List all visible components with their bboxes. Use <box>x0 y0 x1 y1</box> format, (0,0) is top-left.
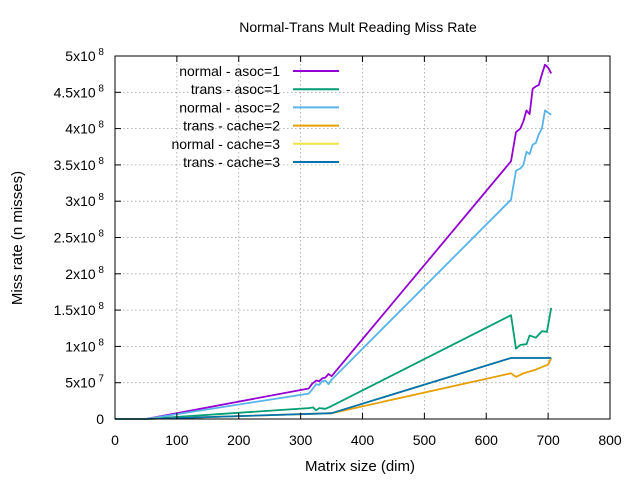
x-tick-label: 0 <box>111 432 119 448</box>
y-tick-label: 0 <box>96 411 104 427</box>
y-tick-label: 1x10 8 <box>65 337 104 354</box>
legend-label: normal - cache=3 <box>171 136 280 152</box>
series-line-1 <box>115 63 552 420</box>
x-tick-label: 300 <box>289 432 313 448</box>
x-tick-label: 500 <box>413 432 437 448</box>
y-tick-label: 3x10 8 <box>65 192 104 209</box>
plot-frame <box>114 55 611 420</box>
series-line-5 <box>115 357 552 420</box>
y-axis-title: Miss rate (n misses) <box>9 171 26 305</box>
legend-label: trans - cache=3 <box>183 154 280 170</box>
series-line-3 <box>115 109 552 420</box>
series-lines <box>115 63 553 420</box>
y-tick-label: 2.5x10 8 <box>54 229 105 246</box>
tick-labels: 0 100 200 300 400 500 600 700 800 0 5x10 7 1x10 8 1.… <box>54 47 622 448</box>
y-tick-label: 3.5x10 8 <box>54 156 105 173</box>
x-tick-label: 800 <box>598 432 622 448</box>
x-tick-label: 700 <box>536 432 560 448</box>
x-tick-label: 600 <box>475 432 499 448</box>
y-tick-label: 1.5x10 8 <box>54 301 105 318</box>
legend-label: normal - asoc=2 <box>179 99 280 115</box>
y-tick-label: 2x10 8 <box>65 265 104 282</box>
series-line-4 <box>115 357 553 420</box>
x-axis-title: Matrix size (dim) <box>305 458 415 475</box>
chart-title: Normal-Trans Mult Reading Miss Rate <box>239 19 477 35</box>
y-tick-label: 5x10 8 <box>65 47 104 64</box>
plot-border <box>114 55 611 420</box>
y-tick-label: 4x10 8 <box>65 120 104 137</box>
grid-lines <box>115 56 610 419</box>
x-tick-label: 200 <box>227 432 251 448</box>
legend: normal - asoc=1 trans - asoc=1 normal - as… <box>171 63 339 170</box>
series-line-6 <box>115 357 552 420</box>
series-line-2 <box>115 307 553 420</box>
legend-label: trans - asoc=1 <box>191 81 280 97</box>
legend-label: trans - cache=2 <box>183 118 280 134</box>
legend-label: normal - asoc=1 <box>179 63 280 79</box>
y-tick-label: 4.5x10 8 <box>54 83 105 100</box>
y-tick-label: 5x10 7 <box>65 374 104 391</box>
x-tick-label: 400 <box>351 432 375 448</box>
x-tick-label: 100 <box>165 432 189 448</box>
